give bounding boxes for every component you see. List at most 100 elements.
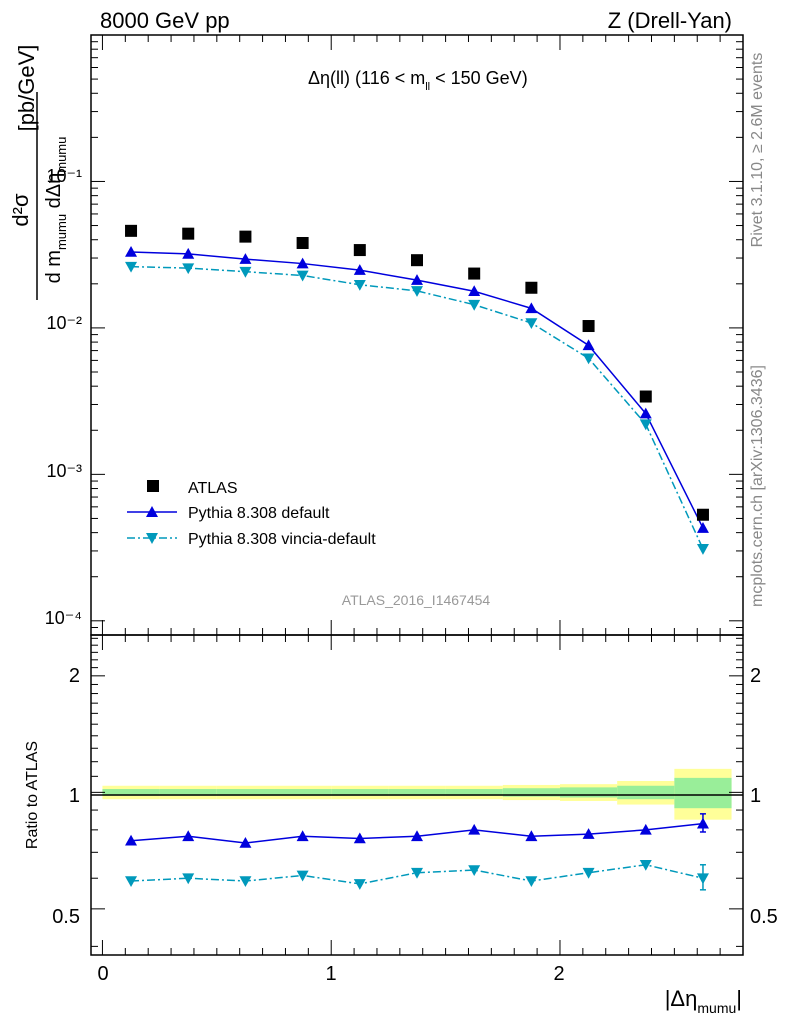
point-pythia: [582, 339, 595, 351]
main-ytick-label: 10⁻⁴: [45, 608, 82, 628]
xlabel: |Δηmumu|: [665, 986, 742, 1016]
ratio-markers: [125, 813, 709, 891]
ratio-point-vincia: [353, 879, 366, 890]
ratio-ytick-label: 2: [69, 665, 80, 687]
ratio-band-inner: [445, 789, 503, 796]
ratio-point-pythia: [296, 830, 309, 842]
point-pythia: [353, 264, 366, 275]
point-atlas: [696, 508, 709, 521]
point-vincia: [239, 266, 252, 278]
point-vincia: [296, 270, 309, 282]
ratio-band-inner: [674, 777, 732, 809]
point-atlas: [125, 224, 138, 237]
ratio-point-vincia: [582, 867, 595, 879]
ratio-ticks: [91, 637, 744, 955]
point-pythia: [296, 257, 309, 269]
point-atlas: [582, 320, 595, 333]
point-pythia: [182, 247, 195, 259]
point-vincia: [468, 299, 481, 311]
ratio-point-vincia: [468, 865, 481, 877]
ratio-ytick-label-right: 0.5: [750, 906, 778, 928]
point-atlas: [353, 244, 366, 257]
header-right: Z (Drell-Yan): [608, 8, 732, 33]
ratio-ytick-label-right: 1: [750, 785, 761, 807]
point-pythia: [696, 522, 709, 533]
point-atlas: [525, 281, 538, 294]
ratio-band-inner: [216, 789, 275, 796]
ratio-point-pythia: [353, 832, 366, 844]
ratio-point-pythia: [125, 834, 138, 846]
ratio-point-vincia: [525, 876, 538, 888]
legend-label-atlas: ATLAS: [188, 480, 238, 497]
ratio-panel: 0.5 1 2 0.5 1 2 0 1 2 Ratio to ATLAS |Δη…: [24, 634, 778, 1016]
xtick-label: 0: [97, 963, 108, 985]
ratio-point-pythia: [239, 836, 252, 848]
legend-marker-pythia: [146, 506, 158, 517]
main-markers: [125, 224, 709, 555]
ratio-point-pythia: [468, 823, 481, 835]
rivet-label: Rivet 3.1.10, ≥ 2.6M events: [749, 53, 766, 248]
ratio-point-vincia: [125, 876, 138, 888]
point-atlas: [182, 227, 195, 240]
ratio-band-inner: [502, 788, 560, 797]
legend-marker-vincia: [146, 533, 158, 544]
point-vincia: [582, 353, 595, 365]
point-vincia: [696, 544, 709, 555]
point-vincia: [525, 318, 538, 330]
ratio-point-pythia: [182, 830, 195, 842]
legend-label-vincia: Pythia 8.308 vincia-default: [188, 531, 376, 548]
ratio-point-vincia: [296, 870, 309, 882]
xtick-label: 1: [325, 963, 336, 985]
main-ytick-label: 10⁻³: [46, 461, 82, 481]
ratio-band-inner: [102, 789, 160, 796]
main-ticks: [91, 34, 744, 650]
ratio-ytick-label: 1: [69, 785, 80, 807]
point-atlas: [468, 267, 481, 280]
ratio-point-pythia: [639, 823, 652, 835]
legend: ATLAS Pythia 8.308 default Pythia 8.308 …: [127, 480, 376, 548]
point-pythia: [468, 285, 481, 297]
mcplots-label: mcplots.cern.ch [arXiv:1306.3436]: [749, 365, 766, 607]
ratio-ytick-label: 0.5: [52, 906, 80, 928]
point-vincia: [411, 286, 423, 297]
ratio-band-inner: [159, 789, 217, 796]
ratio-bands: [102, 768, 732, 820]
ratio-band-inner: [559, 787, 618, 798]
point-atlas: [639, 390, 652, 403]
point-vincia: [353, 279, 366, 291]
point-atlas: [239, 230, 252, 243]
ratio-ylabel: Ratio to ATLAS: [24, 741, 41, 849]
header-left: 8000 GeV pp: [100, 8, 230, 33]
point-pythia: [125, 245, 138, 257]
point-atlas: [411, 254, 423, 267]
xtick-label: 2: [553, 963, 564, 985]
point-pythia: [239, 253, 252, 264]
ratio-point-vincia: [239, 876, 252, 888]
legend-marker-atlas: [147, 480, 159, 492]
ratio-point-pythia: [525, 830, 538, 842]
point-pythia: [411, 274, 423, 285]
ratio-ytick-label-right: 2: [750, 665, 761, 687]
main-panel: 10⁻⁴ 10⁻³ 10⁻² 10⁻¹ Δη(ll) (116 < mll < …: [8, 34, 744, 650]
legend-label-pythia: Pythia 8.308 default: [188, 505, 330, 522]
point-vincia: [125, 261, 138, 273]
point-atlas: [296, 236, 309, 249]
ratio-point-pythia: [411, 830, 423, 842]
ratio-band-inner: [331, 789, 389, 796]
point-pythia: [525, 302, 538, 314]
ratio-band-inner: [388, 789, 446, 796]
plot-title: Δη(ll) (116 < mll < 150 GeV): [308, 68, 528, 93]
ylabel-unit: [pb/GeV]: [14, 45, 39, 132]
main-ytick-label: 10⁻¹: [46, 166, 82, 186]
ratio-point-vincia: [411, 867, 423, 879]
main-ytick-label: 10⁻²: [46, 313, 82, 333]
point-vincia: [182, 263, 195, 275]
svg-text:d²σ: d²σ: [8, 193, 33, 227]
ratio-point-vincia: [639, 859, 652, 871]
main-ylabel: d²σ d mmumu dΔηmumu [pb/GeV]: [8, 45, 69, 300]
ratio-point-pythia: [582, 828, 595, 839]
ratio-point-vincia: [182, 873, 195, 885]
ratio-band-inner: [617, 785, 675, 800]
series-line-vincia: [131, 265, 704, 550]
